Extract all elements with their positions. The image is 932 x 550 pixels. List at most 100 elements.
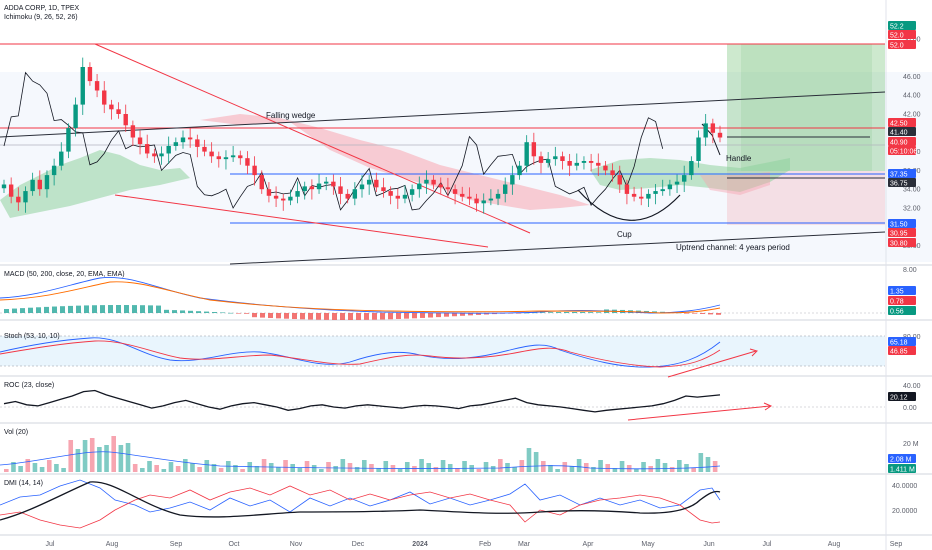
price-badge: 31.50 <box>890 222 908 229</box>
price-badge: 30.95 <box>890 231 908 238</box>
macd-bar <box>556 312 561 313</box>
volume-bar <box>698 453 704 472</box>
pane-badge: 0.78 <box>890 299 904 306</box>
macd-bar <box>588 312 593 313</box>
candle <box>66 128 71 152</box>
volume-bar <box>433 467 439 472</box>
macd-bar <box>364 313 369 320</box>
volume-bar <box>326 462 331 472</box>
candle <box>30 179 35 192</box>
macd-bar <box>276 313 281 319</box>
candle <box>166 145 171 154</box>
candle <box>631 193 637 197</box>
stoch-d <box>0 340 721 368</box>
macd-bar <box>548 312 553 313</box>
price-badge-bg <box>888 30 916 39</box>
volume-bar <box>297 468 303 472</box>
dmi-adx <box>0 481 721 521</box>
vol-label: Vol (20) <box>4 429 28 436</box>
volume-bar <box>512 467 517 472</box>
macd-bar <box>356 313 361 320</box>
price-badge: 37.35 <box>890 172 908 179</box>
price-tick: 46.00 <box>903 74 921 81</box>
candle <box>402 194 408 199</box>
volume-bar <box>662 463 668 472</box>
volume-bar <box>669 467 675 472</box>
x-tick: Jul <box>763 541 772 548</box>
candle <box>366 179 372 185</box>
macd-bar <box>532 312 537 314</box>
volume-bar <box>132 464 138 472</box>
macd-bar <box>452 313 457 317</box>
candle <box>338 186 343 194</box>
volume-bar <box>82 440 88 472</box>
candle <box>245 158 250 166</box>
volume-bar <box>598 460 603 472</box>
candle <box>667 184 673 190</box>
volume-bar <box>4 469 9 472</box>
volume-bar <box>276 467 281 472</box>
candle <box>395 195 400 199</box>
macd-bar <box>252 313 257 318</box>
macd-bar <box>708 313 713 315</box>
stoch-label: Stoch (53, 10, 10) <box>4 333 60 340</box>
volume-bar <box>147 461 152 472</box>
macd-bar <box>476 313 481 315</box>
candle <box>252 165 257 176</box>
dmi-plus <box>0 479 721 513</box>
candle <box>109 104 114 110</box>
volume-bar <box>533 452 539 472</box>
macd-bar <box>60 306 65 313</box>
volume-bar <box>426 463 432 472</box>
roc-line <box>3 389 721 413</box>
macd-bar <box>284 313 289 319</box>
roc-trend-arrow <box>627 405 771 421</box>
volume-bar <box>39 467 45 472</box>
macd-bar <box>428 313 433 318</box>
macd-bar <box>500 313 505 314</box>
candle <box>445 187 451 190</box>
macd-bar <box>140 305 145 313</box>
volume-bar <box>168 462 174 472</box>
pane-badge: 46.85 <box>890 349 908 356</box>
volume-bar <box>197 467 202 472</box>
candle <box>309 186 315 190</box>
stoch-trend-arrow <box>667 350 757 378</box>
candle <box>1 184 7 189</box>
volume-bar <box>161 469 167 472</box>
candle <box>273 195 279 199</box>
volume-bar <box>483 462 489 472</box>
x-tick: Mar <box>518 541 531 548</box>
price-badge: 52.0 <box>890 43 904 50</box>
candle <box>553 156 558 160</box>
pane-badge: 2.08 M <box>890 457 912 464</box>
x-tick: Apr <box>583 541 595 548</box>
pane-badges: 1.35 0.78 0.56 65.18 46.85 20.12 2.08 M 1.411 M <box>888 286 916 474</box>
annotation-cup: Cup <box>617 230 632 239</box>
x-tick: Nov <box>290 541 303 548</box>
candle <box>195 139 200 147</box>
price-badge: 41.40 <box>890 130 908 137</box>
candle <box>130 125 136 138</box>
macd-bar <box>28 307 33 313</box>
volume-bar <box>68 440 74 472</box>
volume-bar <box>104 445 109 472</box>
annotation-uptrend-channel: Uptrend channel: 4 years period <box>676 243 790 252</box>
candle <box>145 144 150 154</box>
candle <box>660 189 665 192</box>
volume-bar <box>455 468 460 472</box>
candle <box>16 196 21 203</box>
x-tick: Jun <box>703 541 714 548</box>
price-pane: Falling wedge Handle Cup Uptrend channel… <box>0 5 932 265</box>
wedge-lower-line <box>114 194 489 248</box>
macd-bar <box>348 313 353 320</box>
candle <box>187 137 193 140</box>
volume-bar <box>705 457 711 472</box>
macd-pane: MACD (50, 200, close, 20, EMA, EMA) <box>0 271 885 320</box>
volume-bar <box>140 468 145 472</box>
macd-bar <box>716 313 721 315</box>
volume-bar <box>354 467 360 472</box>
price-tick: 44.00 <box>903 93 921 100</box>
pane-badge: 1.35 <box>890 289 904 296</box>
volume-bar <box>541 461 546 472</box>
